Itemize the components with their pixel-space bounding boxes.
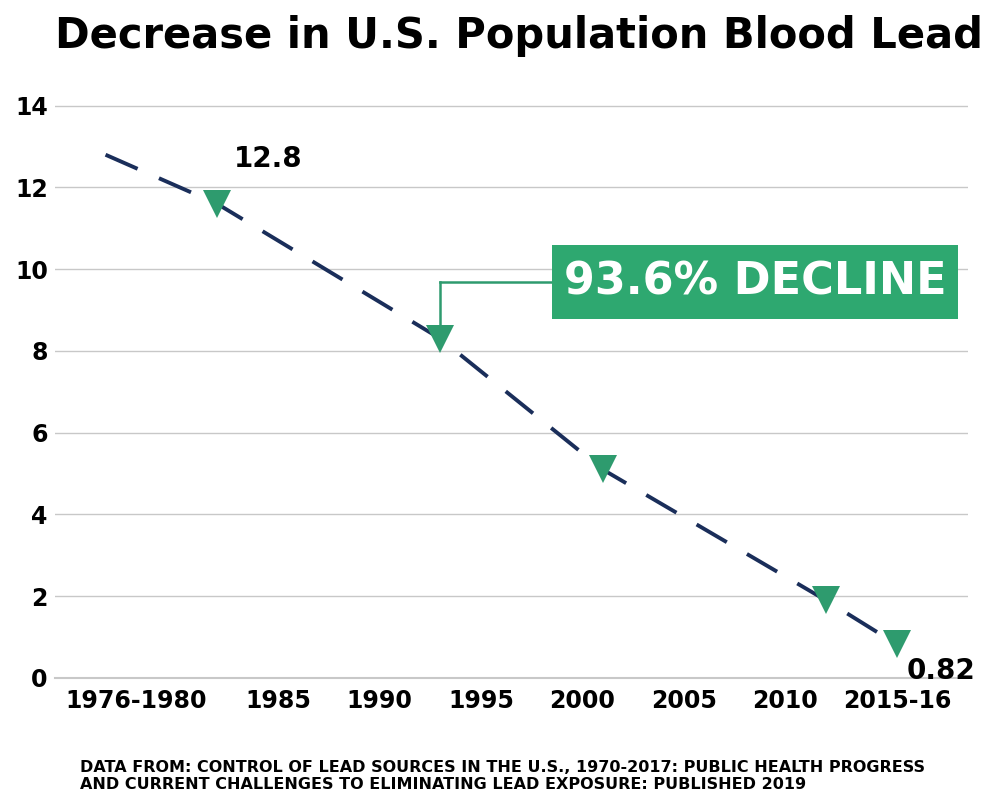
Text: Decrease in U.S. Population Blood Lead Levels 1976–2016 μg/dL: Decrease in U.S. Population Blood Lead L… bbox=[55, 15, 1000, 57]
FancyBboxPatch shape bbox=[552, 245, 958, 319]
Text: 93.6% DECLINE: 93.6% DECLINE bbox=[564, 260, 946, 303]
Text: 0.82: 0.82 bbox=[907, 657, 976, 685]
Text: 12.8: 12.8 bbox=[233, 145, 302, 173]
Text: DATA FROM: CONTROL OF LEAD SOURCES IN THE U.S., 1970-2017: PUBLIC HEALTH PROGRES: DATA FROM: CONTROL OF LEAD SOURCES IN TH… bbox=[80, 760, 925, 792]
